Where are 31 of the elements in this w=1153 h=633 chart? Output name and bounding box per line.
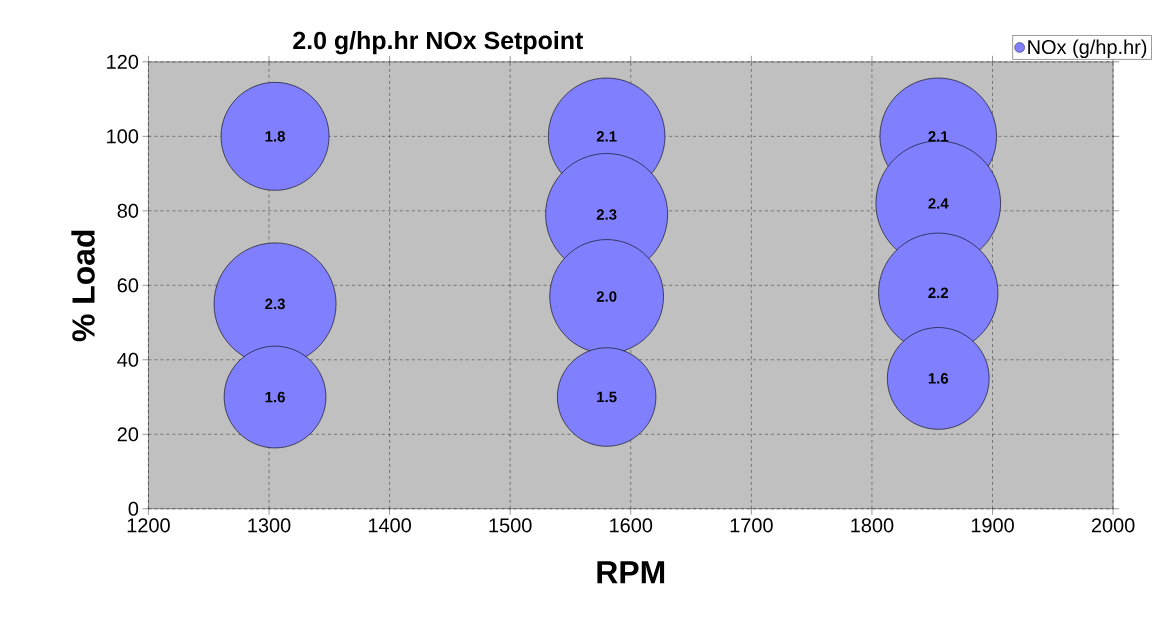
x-tick-label: 1800	[851, 518, 894, 533]
data-label: 1.8	[265, 130, 285, 142]
data-label: 2.3	[265, 298, 285, 310]
x-tick-label: 1200	[127, 518, 170, 533]
x-tick-label: 1600	[610, 518, 653, 533]
x-tick-label: 1700	[730, 518, 773, 533]
x-tick-label: 1500	[489, 518, 532, 533]
data-label: 2.4	[928, 197, 949, 209]
chart-title: 2.0 g/hp.hr NOx Setpoint	[293, 30, 584, 55]
y-tick-label: 80	[117, 203, 139, 218]
x-tick-label: 1900	[971, 518, 1014, 533]
x-tick-label: 2000	[1091, 518, 1135, 533]
data-label: 1.6	[928, 372, 949, 384]
x-tick-label: 1300	[248, 518, 291, 533]
data-label: 2.1	[596, 130, 617, 142]
data-label: 2.0	[596, 290, 617, 302]
y-tick-label: 60	[117, 278, 139, 293]
y-tick-label: 120	[107, 54, 139, 69]
data-label: 2.1	[928, 130, 949, 142]
data-label: 1.6	[265, 391, 285, 403]
data-label: 1.5	[597, 391, 617, 403]
data-label: 2.3	[596, 209, 617, 220]
y-tick-label: 100	[107, 129, 139, 144]
x-tick-label: 1400	[368, 518, 411, 533]
y-tick-label: 0	[128, 501, 139, 516]
x-axis-title: RPM	[597, 560, 665, 583]
y-tick-label: 20	[117, 426, 139, 442]
y-tick-label: 40	[117, 352, 139, 367]
data-label: 2.2	[928, 287, 949, 298]
legend-label: NOx (g/hp.hr)	[1028, 39, 1147, 58]
y-axis-title: % Load	[71, 230, 95, 342]
